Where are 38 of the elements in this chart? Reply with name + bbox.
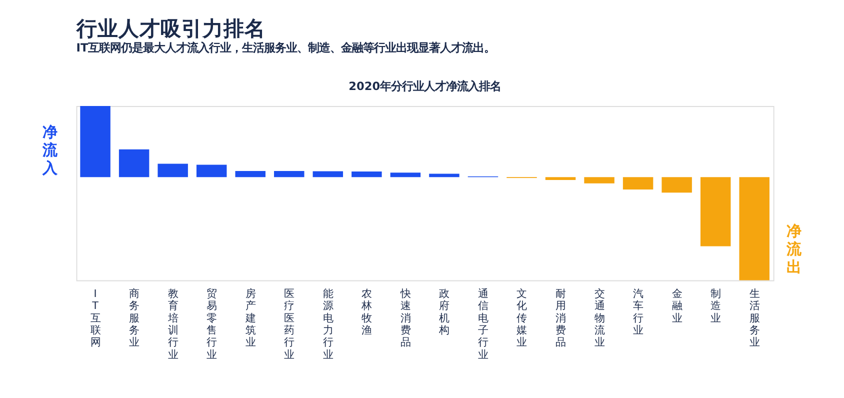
x-tick-label: 耐用消费品 — [556, 288, 566, 349]
x-tick-label: 金融业 — [672, 288, 682, 324]
x-tick-label: 商务服务业 — [129, 288, 140, 349]
chart-subtitle: IT互联网仍是最大人才流入行业，生活服务业、制造、金融等行业出现显著人才流出。 — [76, 41, 496, 54]
bar — [274, 170, 304, 178]
x-tick-label: 教育培训行业 — [166, 288, 178, 361]
text: 净流入 — [41, 123, 58, 177]
x-tick-label: IT互联网 — [90, 288, 100, 349]
x-tick-label: 贸易零售行业 — [206, 288, 217, 361]
chart-title: 行业人才吸引力排名 — [75, 16, 266, 40]
bar — [390, 172, 421, 178]
text: 2020年分行业人才净流入排名 — [348, 80, 502, 94]
x-tick-label: 能源电力行业 — [322, 288, 333, 361]
text: 净流出 — [786, 222, 803, 276]
bar — [584, 177, 614, 184]
x-tick-label: 快速消费品 — [399, 288, 410, 349]
bar — [352, 172, 382, 178]
bar — [80, 106, 110, 178]
x-tick-label: 生活服务业 — [749, 288, 760, 349]
bar — [545, 177, 576, 180]
bar — [622, 177, 654, 190]
x-tick-label: 文化传媒业 — [516, 288, 527, 349]
bar — [158, 164, 188, 178]
bar — [235, 170, 266, 178]
x-tick-label: 汽车行业 — [633, 288, 644, 337]
x-tick-label: 政府机构 — [438, 288, 450, 337]
x-tick-label: 通信电子行业 — [478, 288, 488, 361]
bar — [118, 149, 150, 178]
x-tick-label: 制造业 — [710, 288, 721, 324]
bar — [739, 177, 770, 280]
x-tick-label: 医疗医药行业 — [284, 288, 294, 361]
bar — [700, 177, 731, 246]
x-tick-label: 房产建筑业 — [244, 288, 256, 349]
x-tick-label: 交通物流业 — [594, 288, 604, 349]
bar — [196, 164, 227, 178]
bar — [312, 171, 344, 178]
bar — [662, 177, 692, 193]
x-tick-label: 农林牧渔 — [360, 288, 372, 337]
